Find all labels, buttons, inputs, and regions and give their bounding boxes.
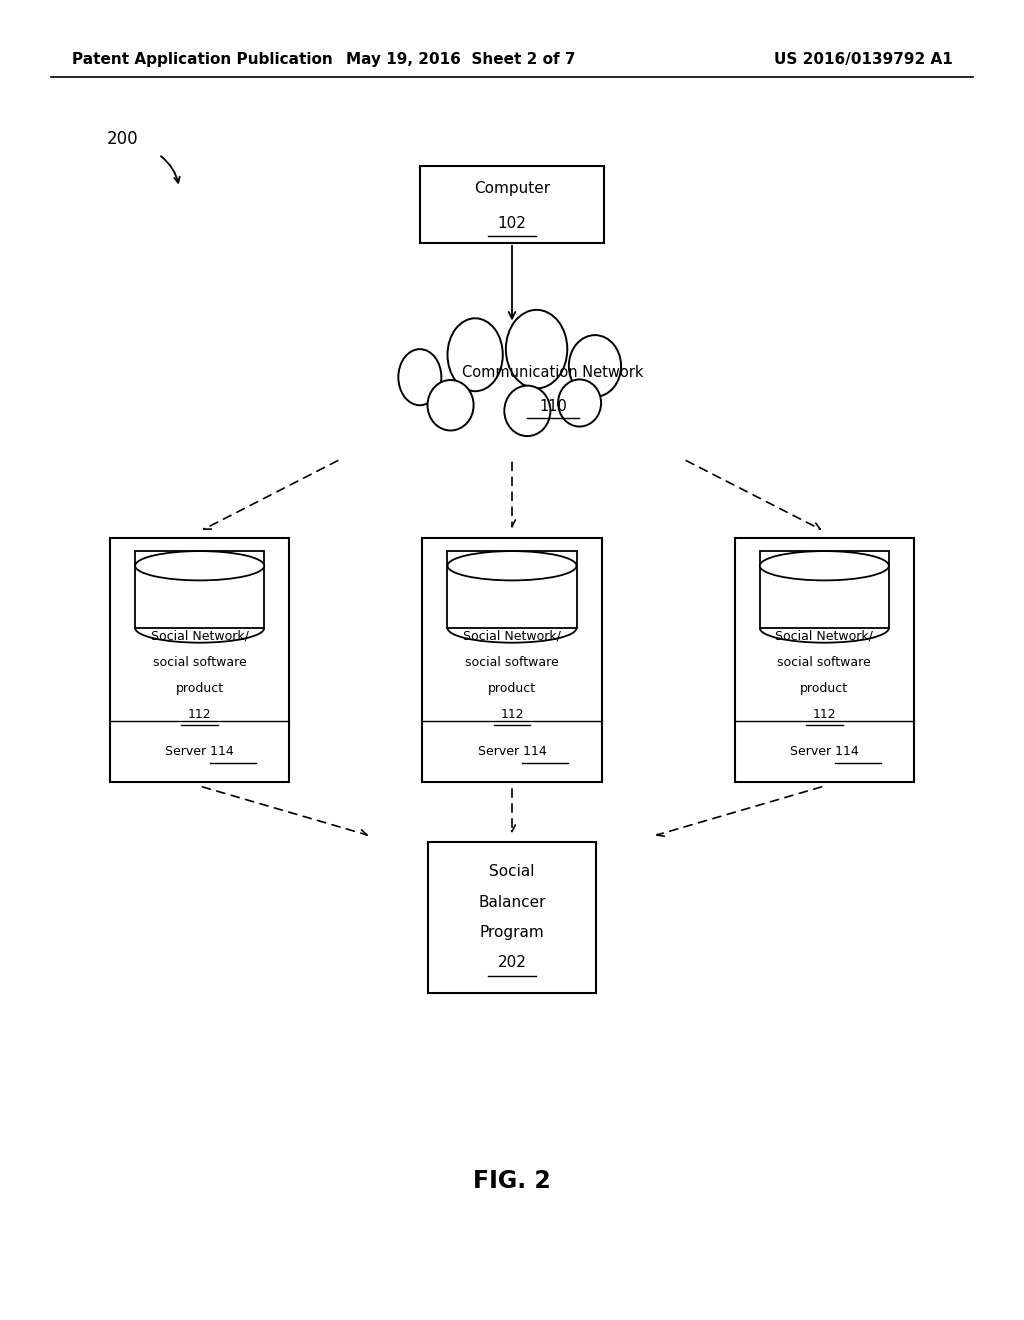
Text: product: product [801,682,848,694]
Bar [735,539,914,781]
Ellipse shape [569,335,621,397]
Bar [422,539,601,781]
Text: FIG. 2: FIG. 2 [473,1170,551,1193]
Text: May 19, 2016  Sheet 2 of 7: May 19, 2016 Sheet 2 of 7 [346,51,575,67]
Bar [111,539,289,781]
Text: 202: 202 [498,956,526,970]
Text: Program: Program [479,925,545,940]
Text: US 2016/0139792 A1: US 2016/0139792 A1 [773,51,952,67]
Bar [428,842,596,993]
Ellipse shape [398,350,441,405]
Text: Server 114: Server 114 [477,744,547,758]
Text: social software: social software [777,656,871,668]
Ellipse shape [135,552,264,581]
Text: social software: social software [153,656,247,668]
Text: product: product [176,682,223,694]
Text: Server 114: Server 114 [790,744,859,758]
Text: 102: 102 [498,215,526,231]
Text: 112: 112 [812,709,837,721]
Bar [135,552,264,628]
Ellipse shape [504,385,551,436]
Text: Computer: Computer [474,181,550,197]
Bar [420,166,604,243]
Text: 112: 112 [500,709,524,721]
Ellipse shape [374,343,650,422]
Text: Balancer: Balancer [478,895,546,909]
Text: product: product [488,682,536,694]
Text: Communication Network: Communication Network [462,364,644,380]
Ellipse shape [428,380,473,430]
Ellipse shape [760,552,889,581]
Bar [447,552,577,628]
Ellipse shape [558,379,601,426]
Text: Social Network/: Social Network/ [463,630,561,642]
Text: 110: 110 [539,399,567,414]
Text: Server 114: Server 114 [165,744,234,758]
Bar [760,552,889,628]
Text: Social Network/: Social Network/ [775,630,873,642]
Text: Patent Application Publication: Patent Application Publication [72,51,333,67]
Text: social software: social software [465,656,559,668]
Ellipse shape [447,552,577,581]
Text: 200: 200 [108,129,138,148]
Ellipse shape [506,310,567,388]
Text: Social Network/: Social Network/ [151,630,249,642]
Ellipse shape [447,318,503,391]
Text: Social: Social [489,865,535,879]
Text: 112: 112 [187,709,212,721]
